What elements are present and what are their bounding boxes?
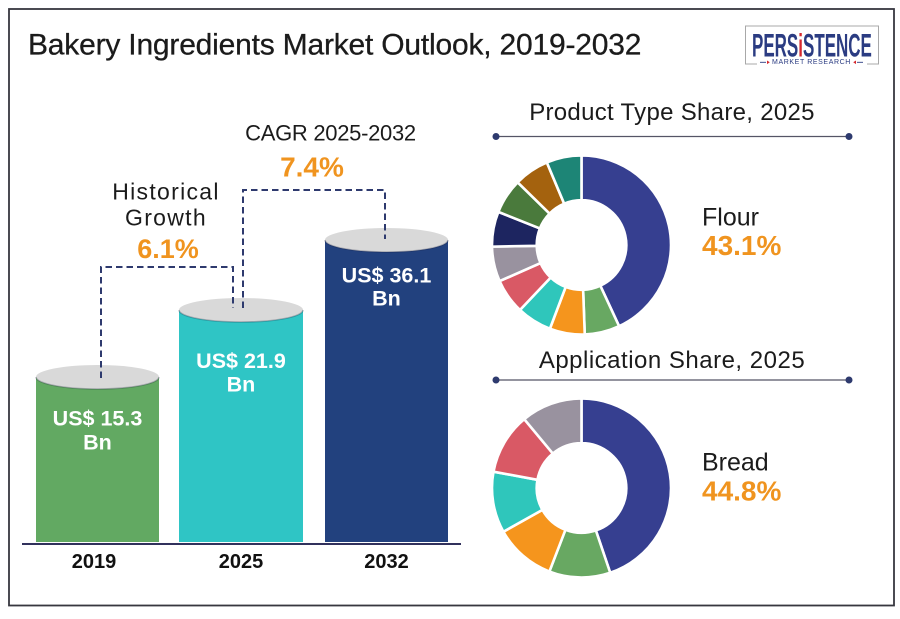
svg-text:2032: 2032: [364, 551, 409, 573]
svg-text:7.4%: 7.4%: [280, 152, 344, 183]
svg-text:44.8%: 44.8%: [702, 476, 781, 507]
svg-text:Bakery Ingredients Market Outl: Bakery Ingredients Market Outlook, 2019-…: [28, 29, 641, 62]
svg-text:Bn: Bn: [83, 431, 112, 455]
svg-text:Product Type Share, 2025: Product Type Share, 2025: [529, 99, 815, 126]
svg-text:Bread: Bread: [702, 449, 769, 477]
svg-text:6.1%: 6.1%: [137, 234, 199, 264]
svg-text:Growth: Growth: [125, 205, 207, 231]
svg-text:Flour: Flour: [702, 204, 759, 232]
svg-text:MARKET RESEARCH: MARKET RESEARCH: [772, 59, 851, 66]
svg-text:US$ 21.9: US$ 21.9: [196, 349, 286, 373]
svg-text:Bn: Bn: [227, 373, 256, 397]
svg-text:CAGR 2025-2032: CAGR 2025-2032: [245, 121, 416, 146]
svg-text:Application Share, 2025: Application Share, 2025: [539, 347, 805, 374]
svg-text:PERSiSTENCE: PERSiSTENCE: [752, 29, 872, 64]
svg-text:2025: 2025: [219, 551, 264, 573]
svg-text:2019: 2019: [72, 551, 117, 573]
svg-text:Historical: Historical: [112, 179, 220, 205]
svg-text:US$ 15.3: US$ 15.3: [53, 407, 143, 431]
svg-text:US$ 36.1: US$ 36.1: [342, 264, 432, 288]
svg-text:43.1%: 43.1%: [702, 230, 781, 261]
svg-text:Bn: Bn: [372, 287, 401, 311]
